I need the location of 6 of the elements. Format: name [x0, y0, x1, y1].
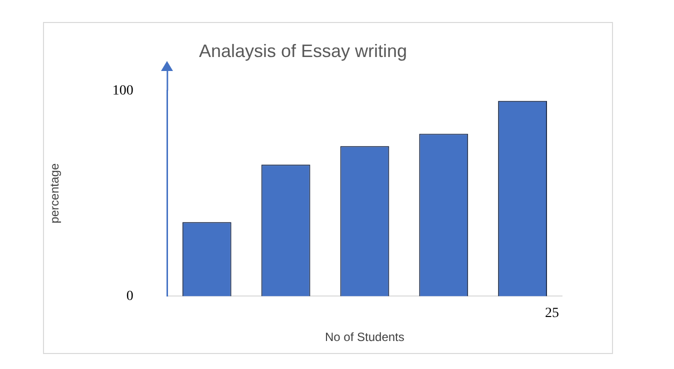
- y-tick-label: 100: [112, 83, 134, 98]
- x-axis-title: No of Students: [325, 330, 404, 344]
- y-axis-title: percentage: [48, 163, 62, 224]
- text: 25: [545, 306, 559, 321]
- y-tick-label: 0: [126, 288, 134, 304]
- chart-title: Analaysis of Essay writing: [198, 40, 408, 61]
